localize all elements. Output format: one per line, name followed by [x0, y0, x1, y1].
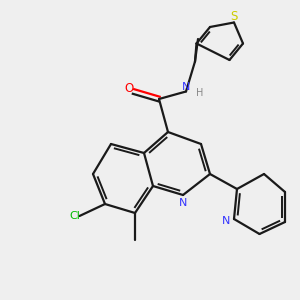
- Text: O: O: [124, 82, 134, 95]
- Text: H: H: [196, 88, 203, 98]
- Text: N: N: [182, 82, 190, 92]
- Text: Cl: Cl: [70, 211, 80, 221]
- Text: S: S: [230, 10, 238, 23]
- Text: N: N: [222, 215, 231, 226]
- Text: N: N: [179, 197, 187, 208]
